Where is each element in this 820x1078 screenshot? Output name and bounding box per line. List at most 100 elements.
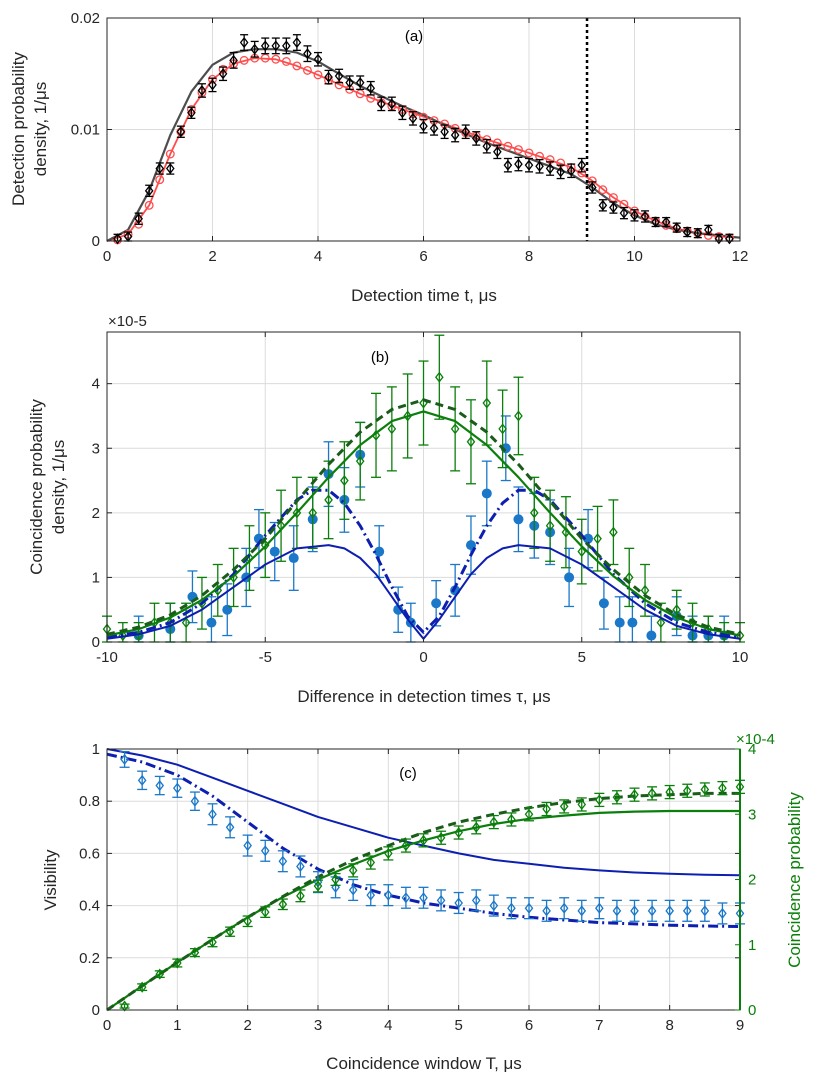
panel-b-perp-point <box>614 617 625 628</box>
panel-c-visibility-errorbar <box>189 791 200 811</box>
panel-a-model-point <box>292 61 302 71</box>
panel-b-par-point <box>482 397 492 409</box>
panel-b-par-errorbar <box>418 360 429 446</box>
panel-c-coincidence-point <box>120 1000 129 1012</box>
panel-c-coincidence-point <box>507 813 516 826</box>
panel-c-visibility-point <box>208 808 217 820</box>
panel-c-coincidence-point <box>524 808 534 820</box>
panel-a-model-point <box>524 148 534 158</box>
panel-c-visibility-point <box>225 821 235 833</box>
panel-c-x-tick-label-7: 7 <box>595 1017 603 1034</box>
panel-a-model-point <box>598 185 608 195</box>
panel-c-visibility-point <box>507 902 516 914</box>
panel-c-x-tick-label-0: 0 <box>103 1017 111 1034</box>
panel-c-visibility-point <box>524 902 534 914</box>
panel-a-data-point <box>165 162 175 175</box>
panel-c-visibility-point <box>419 892 428 904</box>
panel-b-x-tick-label-0: -10 <box>96 649 118 666</box>
panel-c-x-tick-label-5: 5 <box>454 1017 462 1034</box>
panel-c-visibility-errorbar <box>365 884 376 907</box>
panel-b-par-point <box>593 533 602 545</box>
panel-c-visibility-point <box>173 782 182 794</box>
panel-c-visibility-errorbar <box>225 816 236 839</box>
panel-a-y-tick-label-1: 0.01 <box>71 122 100 139</box>
panel-a-y-tick-label-2: 0.02 <box>71 10 100 27</box>
panel-c-visibility-point <box>471 894 481 906</box>
panel-a-data-point <box>292 36 302 49</box>
panel-c-coincidence-point <box>173 957 182 969</box>
panel-a-data-point <box>229 54 238 66</box>
panel-a-data-point <box>682 226 692 238</box>
panel-a-data-point <box>640 210 650 223</box>
panel-c-visibility-errorbar <box>172 778 183 798</box>
panel-a-data-point <box>429 122 439 134</box>
panel-c-visibility-point <box>155 779 165 792</box>
panel-a-model-point <box>355 89 365 99</box>
panel-c-visibility-point <box>542 905 551 917</box>
panel-c-visibility-point <box>454 897 463 909</box>
panel-a-data-point <box>493 146 502 158</box>
panel-a-model-point <box>260 53 270 63</box>
panel-a-x-tick-label-5: 10 <box>626 248 643 265</box>
panel-c-coincidence-point <box>366 856 376 869</box>
panel-a-data-point <box>155 162 165 175</box>
panel-b-y-tick-label-4: 4 <box>92 376 100 393</box>
panel-a-data-point <box>419 120 428 132</box>
panel-c-y-tick-left-label-2: 0.4 <box>79 898 100 915</box>
panel-b-par-point <box>324 494 333 506</box>
panel-c-visibility-errorbar <box>400 886 411 909</box>
panel-c-coincidence-point <box>208 936 217 948</box>
panel-c-y-tick-left-label-4: 0.8 <box>79 793 100 810</box>
panel-a-data-point <box>197 84 207 97</box>
panel-c-visibility-errorbar <box>524 897 534 920</box>
panel-c-visibility-errorbar <box>453 891 464 915</box>
panel-a-model-point <box>608 193 618 202</box>
panel-c-coincidence-point <box>647 787 657 799</box>
panel-c-y-tick-right-label-4: 4 <box>748 741 756 758</box>
panel-a-data-point <box>355 77 365 89</box>
panel-b-par-errorbar <box>339 441 350 520</box>
panel-a-model-point <box>313 70 323 80</box>
panel-c-visibility-errorbar <box>154 775 165 796</box>
panel-a-data-point <box>587 181 597 194</box>
panel-b-perp-point <box>481 488 492 499</box>
panel-a-data-point <box>651 216 660 228</box>
panel-c: 0 1 2 3 4 5 6 7 8 9 0 0.2 0.4 0.6 0.8 1 0 1 2 3 4 (c) ×10-… <box>41 731 804 1073</box>
panel-b: -10 -5 0 5 10 0 1 2 3 4 (b) ×10-5 Difference in … <box>27 313 748 706</box>
panel-c-visibility-point <box>401 892 411 904</box>
panel-c-coincidence-point <box>489 816 499 828</box>
panel-b-par-errorbar <box>371 392 382 478</box>
panel-a-data-point <box>144 185 154 197</box>
panel-a-y-label-line1: Detection probability <box>9 51 28 206</box>
panel-c-coincidence-errorbar <box>119 1003 130 1009</box>
panel-a-data-point <box>113 233 122 245</box>
panel-c-coincidence-point <box>137 981 147 993</box>
panel-a-data-point <box>398 107 407 119</box>
panel-c-coincidence-point <box>243 915 252 927</box>
panel-a-data-point <box>324 71 333 83</box>
panel-a-data-point <box>471 132 481 144</box>
panel-c-plot <box>106 748 745 1012</box>
panel-c-visibility-errorbar <box>541 899 552 922</box>
panel-b-par-point <box>435 371 444 383</box>
panel-a-x-tick-label-2: 4 <box>314 248 322 265</box>
panel-c-visibility-errorbar <box>682 899 693 922</box>
panel-c-y-tick-left-label-0: 0 <box>92 1002 100 1019</box>
panel-c-x-tick-label-3: 3 <box>314 1017 322 1034</box>
panel-b-y-label-line2: density, 1/μs <box>49 440 68 535</box>
panel-b-par-point <box>466 436 476 448</box>
panel-b-y-label-line1: Coincidence probability <box>27 399 46 575</box>
panel-a-data-point <box>619 207 629 219</box>
panel-b-par-point <box>609 526 618 538</box>
panel-c-coincidence-point <box>190 947 200 959</box>
panel-b-tag: (b) <box>371 349 389 366</box>
panel-b-y-tick-label-3: 3 <box>92 440 100 457</box>
panel-a-model-point <box>155 175 165 185</box>
panel-c-visibility-point <box>348 884 358 896</box>
panel-b-par-point <box>118 629 128 642</box>
panel-b-perp-point <box>564 572 575 583</box>
panel-b-perp-point <box>222 604 233 615</box>
panel-c-visibility-point <box>647 905 657 917</box>
panel-a-x-tick-label-6: 12 <box>732 248 749 265</box>
panel-c-coincidence-point <box>296 890 305 902</box>
